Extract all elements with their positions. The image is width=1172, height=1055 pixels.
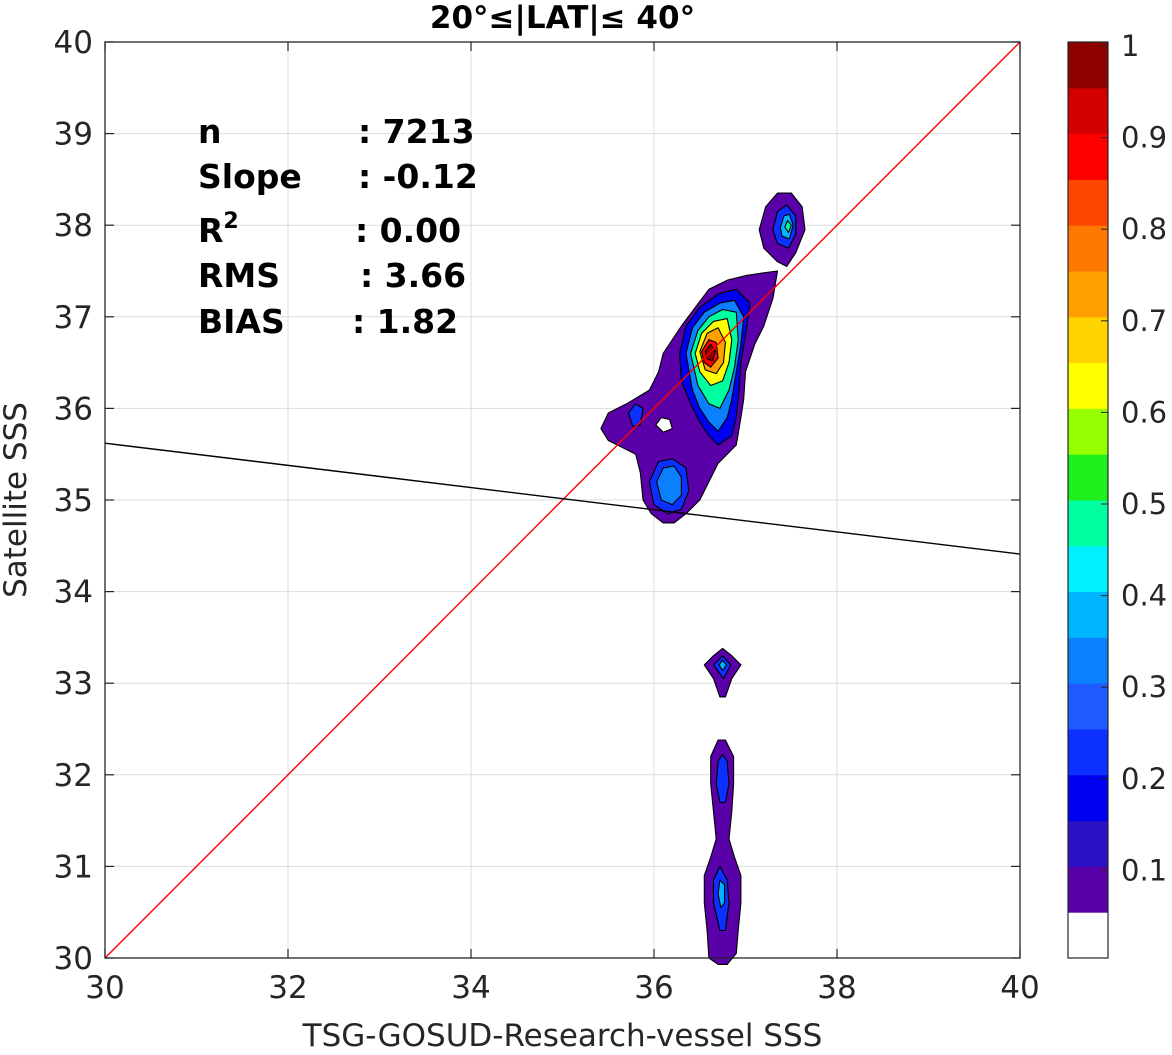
y-tick-label: 31 xyxy=(54,849,93,885)
fit-lines xyxy=(104,41,1021,959)
contour-level xyxy=(715,754,730,803)
colorbar-segment xyxy=(1068,820,1108,867)
colorbar-segment xyxy=(1068,637,1108,684)
colorbar-segment xyxy=(1068,133,1108,180)
colorbar-segment xyxy=(1068,225,1108,272)
colorbar-tick-label: 0.3 xyxy=(1121,670,1167,704)
y-tick-label: 38 xyxy=(54,208,93,244)
chart-title: 20°≤|LAT|≤ 40° xyxy=(430,0,695,36)
colorbar: 0.1 0.2 0.3 0.4 0.5 0.6 0.7 0.8 0.9 1 xyxy=(1067,29,1167,959)
x-tick-label: 34 xyxy=(451,970,490,1006)
contour-level xyxy=(717,879,726,909)
colorbar-tick-label: 0.8 xyxy=(1121,212,1167,246)
colorbar-frame xyxy=(1067,41,1109,959)
colorbar-segment xyxy=(1068,454,1108,501)
x-axis-label: TSG-GOSUD-Research-vessel SSS xyxy=(302,1018,823,1054)
contour-blob-33 xyxy=(703,647,742,698)
colorbar-segment xyxy=(1068,271,1108,318)
x-tick-label: 38 xyxy=(817,970,856,1006)
colorbar-segment xyxy=(1068,912,1108,959)
colorbar-segment xyxy=(1068,591,1108,638)
colorbar-segment xyxy=(1068,729,1108,776)
y-tick-label: 37 xyxy=(54,300,93,336)
axis-ticks: 30 32 34 36 38 40 30 31 32 33 34 35 36 37 38 39 40 xyxy=(54,25,1040,1006)
contour-level xyxy=(656,465,682,506)
x-tick-label: 32 xyxy=(268,970,307,1006)
colorbar-segment xyxy=(1068,316,1108,364)
one-to-one-line xyxy=(104,41,1021,959)
y-tick-label: 40 xyxy=(54,25,93,61)
stat-value: : 7213 xyxy=(358,112,475,151)
stat-value: : 0.00 xyxy=(355,211,461,250)
y-tick-label: 32 xyxy=(54,758,93,794)
contour-lower-lobe xyxy=(648,458,690,515)
colorbar-tick-label: 0.9 xyxy=(1121,121,1167,155)
colorbar-segment xyxy=(1068,545,1108,593)
regression-line xyxy=(104,442,1021,555)
y-axis-label: Satellite SSS xyxy=(0,402,34,598)
contour-top-right-blob xyxy=(758,192,806,267)
stat-label: BIAS xyxy=(198,302,285,341)
y-tick-label: 35 xyxy=(54,483,93,519)
contour-level xyxy=(784,220,792,234)
contour-level xyxy=(627,403,644,428)
colorbar-tick-label: 0.1 xyxy=(1121,853,1167,887)
y-tick-label: 30 xyxy=(54,941,93,977)
contour-main-blob xyxy=(600,270,779,524)
stat-label: RMS xyxy=(198,256,280,295)
colorbar-tick-label: 0.6 xyxy=(1121,395,1167,429)
y-tick-label: 39 xyxy=(54,117,93,153)
contour-hole xyxy=(655,417,673,433)
colorbar-tick-label: 0.4 xyxy=(1121,579,1167,613)
contour-level xyxy=(703,739,742,965)
contour-level xyxy=(718,659,727,671)
stat-label: n xyxy=(198,112,222,151)
colorbar-segment xyxy=(1068,42,1108,89)
colorbar-segment xyxy=(1068,683,1108,730)
colorbar-segment xyxy=(1068,866,1108,913)
x-tick-label: 30 xyxy=(85,970,124,1006)
colorbar-tick-label: 0.2 xyxy=(1121,762,1167,796)
stat-superscript: 2 xyxy=(223,209,238,234)
contour-level xyxy=(655,417,673,433)
stat-label: Slope xyxy=(198,157,302,196)
x-tick-label: 36 xyxy=(634,970,673,1006)
colorbar-segment xyxy=(1068,408,1108,455)
colorbar-segment xyxy=(1068,774,1108,822)
colorbar-tick-label: 0.5 xyxy=(1121,487,1167,521)
y-tick-label: 34 xyxy=(54,575,93,611)
stat-value: : 3.66 xyxy=(360,256,466,295)
colorbar-segment xyxy=(1068,362,1108,409)
colorbar-tick-label: 1 xyxy=(1121,29,1139,63)
colorbar-segment xyxy=(1068,179,1108,226)
contour-left-lobe xyxy=(627,403,644,428)
stat-value: : -0.12 xyxy=(358,157,478,196)
x-tick-label: 40 xyxy=(1000,970,1039,1006)
colorbar-segment xyxy=(1068,87,1108,135)
colorbar-tick-label: 0.7 xyxy=(1121,304,1167,338)
colorbar-segment xyxy=(1068,500,1108,547)
stat-value: : 1.82 xyxy=(352,302,458,341)
contour-fills xyxy=(600,192,806,965)
y-tick-label: 36 xyxy=(54,391,93,427)
y-tick-label: 33 xyxy=(54,666,93,702)
contour-column xyxy=(703,739,742,965)
